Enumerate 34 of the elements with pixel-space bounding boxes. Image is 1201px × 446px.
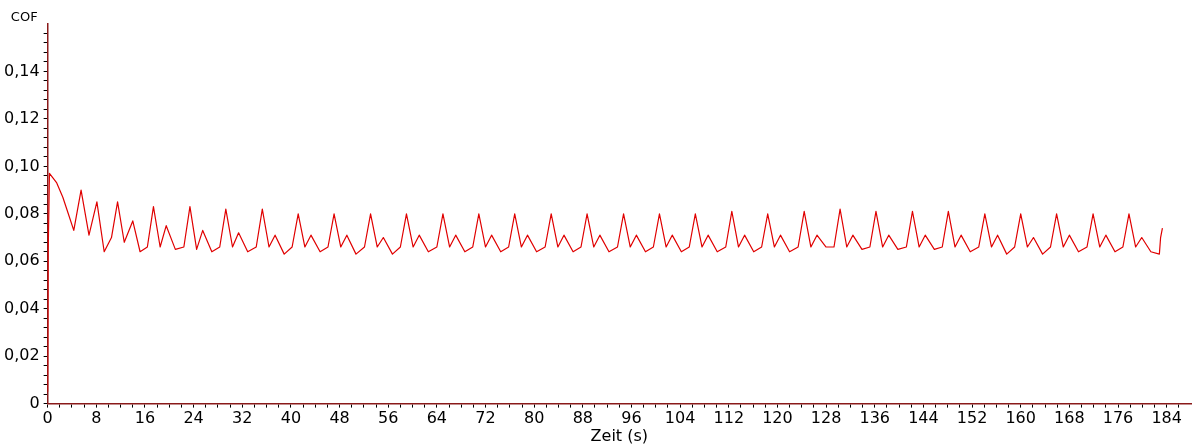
x-tick-label: 168 bbox=[1054, 408, 1085, 428]
y-tick-label: 0,08 bbox=[4, 202, 40, 222]
y-tick-label: 0,02 bbox=[4, 345, 40, 365]
x-tick-label: 72 bbox=[475, 408, 496, 428]
y-axis-title: COF bbox=[10, 9, 38, 25]
x-tick-label: 32 bbox=[232, 408, 253, 428]
x-tick-label: 64 bbox=[426, 408, 448, 428]
x-tick-label: 152 bbox=[956, 408, 988, 428]
x-tick-label: 112 bbox=[713, 408, 745, 428]
x-tick-label: 0 bbox=[42, 408, 53, 428]
x-tick-label: 56 bbox=[378, 408, 399, 428]
x-tick-label: 96 bbox=[621, 408, 642, 428]
x-axis-title: Zeit (s) bbox=[590, 425, 649, 445]
x-tick-label: 8 bbox=[91, 408, 102, 428]
x-tick-label: 128 bbox=[810, 408, 842, 428]
x-tick-label: 80 bbox=[523, 408, 545, 428]
y-tick-label: 0 bbox=[29, 392, 40, 412]
x-tick-label: 160 bbox=[1005, 408, 1036, 428]
x-tick-label: 120 bbox=[762, 408, 793, 428]
x-tick-label: 144 bbox=[908, 408, 939, 428]
y-tick-label: 0,04 bbox=[4, 297, 40, 317]
x-tick-label: 24 bbox=[183, 408, 204, 428]
x-tick-label: 184 bbox=[1151, 408, 1182, 428]
x-tick-label: 176 bbox=[1102, 408, 1134, 428]
x-tick-label: 16 bbox=[134, 408, 156, 428]
x-tick-label: 40 bbox=[280, 408, 302, 428]
y-tick-label: 0,10 bbox=[4, 155, 40, 175]
x-tick-label: 104 bbox=[664, 408, 696, 428]
y-tick-label: 0,14 bbox=[4, 60, 40, 80]
x-tick-label: 88 bbox=[572, 408, 593, 428]
x-tick-label: 48 bbox=[329, 408, 350, 428]
y-tick-label: 0,12 bbox=[4, 108, 40, 128]
y-tick-label: 0,06 bbox=[4, 250, 40, 270]
x-tick-label: 136 bbox=[859, 408, 891, 428]
